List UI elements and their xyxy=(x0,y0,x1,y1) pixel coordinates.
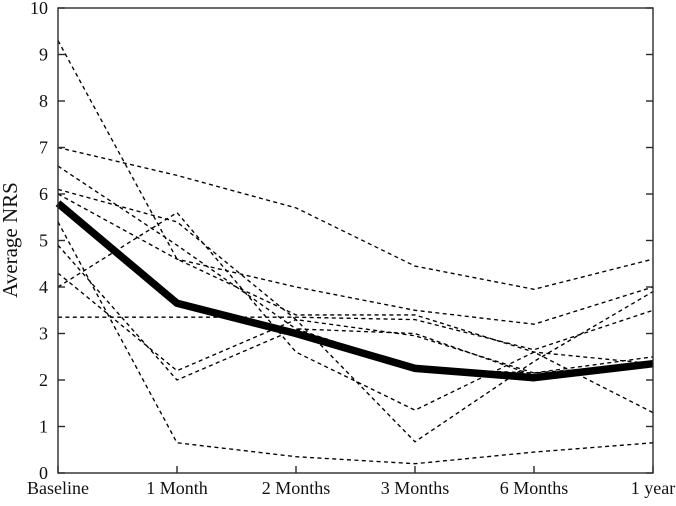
patient-line xyxy=(57,165,654,374)
y-tick-label: 3 xyxy=(39,324,48,344)
y-axis-title: Average NRS xyxy=(0,182,22,298)
y-tick-label: 6 xyxy=(39,184,48,204)
y-tick-label: 5 xyxy=(39,231,48,251)
x-tick-label: 2 Months xyxy=(262,478,331,498)
x-tick-label: 3 Months xyxy=(381,478,450,498)
patient-line xyxy=(57,272,654,443)
labels-layer: 0 1 2 3 4 5 6 7 8 9 10 Baseline 1 Month 2 Months 3 Mon… xyxy=(27,0,675,498)
y-tick-label: 4 xyxy=(39,277,48,297)
patient-line xyxy=(57,221,654,465)
y-tick-label: 2 xyxy=(39,370,48,390)
plot-border xyxy=(57,7,654,474)
y-tick-label: 7 xyxy=(39,138,48,158)
x-tick-label: 6 Months xyxy=(500,478,569,498)
x-tick-label: 1 year xyxy=(631,478,675,498)
series-layer xyxy=(55,40,654,465)
patient-line xyxy=(57,40,654,365)
x-tick-label: 1 Month xyxy=(146,478,208,498)
patient-line xyxy=(57,188,654,374)
patient-line xyxy=(57,244,654,381)
patient-line xyxy=(58,309,654,351)
average-line xyxy=(55,200,654,382)
y-tick-label: 8 xyxy=(39,91,48,111)
axes-layer xyxy=(57,7,654,474)
y-tick-label: 1 xyxy=(39,417,48,437)
y-tick-label: 0 xyxy=(39,463,48,483)
y-tick-label: 9 xyxy=(39,45,48,65)
patient-line xyxy=(57,211,654,414)
x-tick-label: Baseline xyxy=(27,478,89,498)
patient-line xyxy=(57,193,654,325)
y-tick-label: 10 xyxy=(30,0,48,18)
patient-line xyxy=(57,146,654,290)
